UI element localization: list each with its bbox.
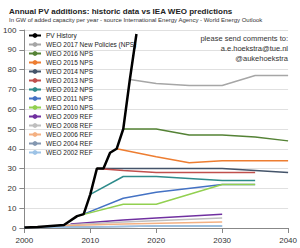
svg-text:50: 50: [7, 125, 16, 134]
svg-text:2040: 2040: [279, 236, 297, 245]
svg-text:10: 10: [7, 204, 16, 213]
svg-text:WEO 2012 NPS: WEO 2012 NPS: [46, 86, 94, 93]
svg-text:2000: 2000: [15, 236, 33, 245]
svg-text:WEO 2017 New Policies (NPS): WEO 2017 New Policies (NPS): [46, 41, 136, 49]
svg-text:WEO 2009 REF: WEO 2009 REF: [46, 113, 93, 120]
svg-text:20: 20: [7, 184, 16, 193]
svg-text:90: 90: [7, 45, 16, 54]
svg-text:In GW of added capacity per ye: In GW of added capacity per year - sourc…: [9, 17, 263, 23]
svg-text:WEO 2006 REF: WEO 2006 REF: [46, 131, 93, 138]
svg-text:WEO 2014 NPS: WEO 2014 NPS: [46, 68, 94, 75]
svg-text:0: 0: [12, 224, 17, 233]
svg-text:60: 60: [7, 105, 16, 114]
svg-text:70: 70: [7, 85, 16, 94]
svg-text:a.e.hoekstra@tue.nl: a.e.hoekstra@tue.nl: [221, 44, 289, 53]
svg-text:2020: 2020: [147, 236, 165, 245]
svg-text:WEO 2011 NPS: WEO 2011 NPS: [46, 95, 93, 102]
svg-text:WEO 2008 REF: WEO 2008 REF: [46, 122, 93, 129]
svg-text:80: 80: [7, 65, 16, 74]
svg-text:WEO 2016 NPS: WEO 2016 NPS: [46, 50, 94, 57]
svg-text:please send comments to:: please send comments to:: [200, 34, 288, 43]
svg-text:WEO 2013 NPS: WEO 2013 NPS: [46, 77, 94, 84]
svg-text:Annual PV additions: historic: Annual PV additions: historic data vs IE…: [9, 7, 233, 16]
svg-text:WEO 2010 NPS: WEO 2010 NPS: [46, 104, 94, 111]
svg-text:2010: 2010: [81, 236, 99, 245]
svg-text:100: 100: [3, 26, 17, 35]
svg-text:WEO 2004 REF: WEO 2004 REF: [46, 140, 93, 147]
svg-text:WEO 2015 NPS: WEO 2015 NPS: [46, 59, 94, 66]
svg-text:@aukehoekstra: @aukehoekstra: [235, 54, 288, 63]
svg-text:PV History: PV History: [46, 32, 77, 40]
svg-text:30: 30: [7, 164, 16, 173]
svg-text:40: 40: [7, 144, 16, 153]
svg-text:2030: 2030: [213, 236, 231, 245]
svg-text:WEO 2002 REF: WEO 2002 REF: [46, 149, 93, 156]
